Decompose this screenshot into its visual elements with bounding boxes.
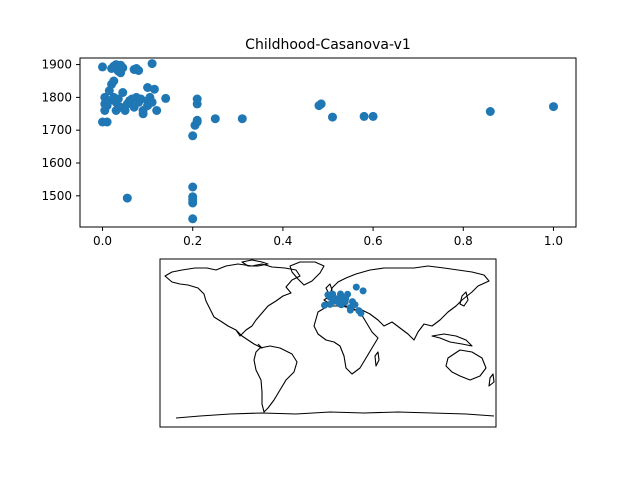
- scatter-point: [149, 84, 159, 94]
- scatter-point: [122, 193, 132, 203]
- y-tick-label: 1600: [41, 156, 72, 170]
- antarctica-outline: [175, 411, 495, 419]
- map-point: [357, 309, 365, 317]
- map-land: [164, 259, 495, 419]
- scatter-point: [485, 107, 495, 116]
- world-map: [159, 258, 497, 428]
- scatter-point: [113, 94, 123, 104]
- map-points: [321, 283, 367, 317]
- africa-outline: [313, 305, 379, 375]
- scatter-point: [134, 66, 144, 75]
- greenland-outline: [289, 261, 325, 286]
- arctic-islands-outline: [241, 259, 269, 267]
- scatter-point: [116, 68, 126, 78]
- scatter-point: [188, 198, 198, 208]
- scatter-point: [188, 131, 198, 141]
- scatter-point: [143, 83, 153, 92]
- x-tick-label: 0.4: [273, 234, 292, 248]
- x-tick-label: 1.0: [544, 234, 563, 248]
- x-tick-label: 0.6: [364, 234, 383, 248]
- scatter-point: [118, 88, 128, 97]
- south-america-outline: [253, 345, 298, 413]
- scatter-point: [147, 59, 157, 69]
- scatter-point: [98, 62, 107, 72]
- scatter-point: [237, 114, 247, 124]
- scatter-point: [152, 106, 162, 115]
- japan-outline: [459, 291, 469, 307]
- central-america-outline: [235, 329, 263, 349]
- x-axis-ticks: 0.0 0.2 0.4 0.6 0.8 1.0: [93, 227, 563, 248]
- scatter-chart: Childhood-Casanova-v1 0.0 0.2 0.4 0.6 0.8 1.0…: [41, 37, 577, 248]
- scatter-point: [102, 117, 112, 127]
- scatter-point: [192, 99, 202, 109]
- scatter-point: [188, 182, 198, 192]
- y-tick-label: 1500: [41, 189, 72, 203]
- scatter-point: [210, 114, 220, 124]
- scatter-point: [109, 76, 119, 86]
- y-tick-label: 1900: [41, 58, 72, 72]
- scatter-point: [138, 109, 148, 119]
- map-point: [352, 283, 360, 291]
- scatter-points: [98, 59, 558, 224]
- scatter-point: [549, 102, 558, 112]
- map-point: [348, 298, 356, 306]
- eurasia-outline: [323, 265, 490, 341]
- australia-outline: [445, 349, 487, 381]
- scatter-point: [359, 111, 369, 121]
- map-point: [341, 298, 349, 306]
- map-point: [321, 301, 328, 309]
- new-zealand-outline: [488, 373, 495, 387]
- y-axis-ticks: 1500 1600 1700 1800 1900: [41, 58, 80, 203]
- y-tick-label: 1700: [41, 123, 72, 137]
- scatter-point: [147, 97, 157, 107]
- map-point: [346, 306, 354, 314]
- scatter-point: [328, 112, 337, 122]
- chart-title: Childhood-Casanova-v1: [245, 37, 411, 53]
- scatter-point: [161, 93, 171, 103]
- x-tick-label: 0.2: [183, 234, 202, 248]
- plot-frame: [79, 57, 577, 228]
- southeast-asia-outline: [431, 333, 473, 347]
- scatter-point: [316, 99, 326, 109]
- scatter-point: [192, 115, 202, 125]
- map-point: [359, 287, 367, 295]
- scatter-point: [188, 214, 198, 224]
- map-point: [324, 291, 332, 299]
- map-frame: [159, 258, 497, 428]
- madagascar-outline: [374, 351, 380, 367]
- scatter-point: [368, 111, 378, 121]
- north-america-outline: [164, 263, 301, 337]
- map-point: [326, 300, 334, 308]
- x-tick-label: 0.8: [454, 234, 473, 248]
- x-tick-label: 0.0: [93, 234, 112, 248]
- y-tick-label: 1800: [41, 90, 72, 104]
